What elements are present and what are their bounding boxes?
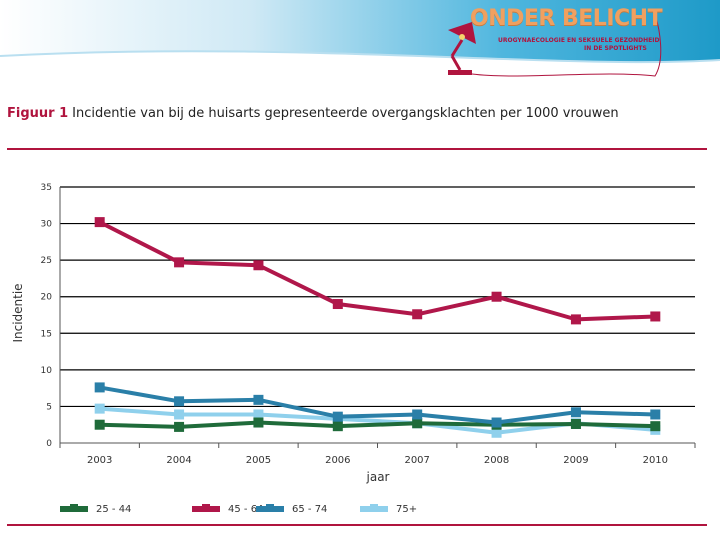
series-layer <box>94 217 661 438</box>
legend-swatch <box>360 504 388 512</box>
y-tick-label: 30 <box>41 220 53 230</box>
legend-label: 65 - 74 <box>292 503 328 515</box>
series-65-74 <box>94 382 661 428</box>
data-point <box>491 427 502 438</box>
data-point <box>412 409 423 420</box>
x-axis-label: jaar <box>366 470 390 484</box>
data-point <box>174 257 185 268</box>
series-line <box>99 385 656 425</box>
legend-label: 45 - 64 <box>228 503 264 515</box>
data-point <box>570 314 581 325</box>
x-tick-label: 2004 <box>166 455 191 466</box>
data-point <box>412 418 423 429</box>
data-point <box>650 409 661 420</box>
data-point <box>253 260 264 271</box>
grid <box>60 186 695 408</box>
lamp-icon <box>448 13 662 77</box>
series-45-64 <box>94 217 661 325</box>
data-point <box>94 217 105 228</box>
data-point <box>570 418 581 429</box>
data-point <box>570 407 581 418</box>
data-point <box>174 421 185 432</box>
data-point <box>332 299 343 310</box>
logo-subtitle: UROGYNAECOLOGIE EN SEKSUELE GEZONDHEID <box>498 37 660 44</box>
y-tick-label: 25 <box>41 256 52 266</box>
legend-item: 65 - 74 <box>256 502 327 516</box>
data-point <box>174 409 185 420</box>
data-point <box>650 311 661 322</box>
data-point <box>332 411 343 422</box>
data-point <box>253 394 264 405</box>
legend-swatch <box>192 504 220 512</box>
legend-label: 25 - 44 <box>96 503 132 515</box>
x-tick-label: 2005 <box>246 455 271 466</box>
header-banner <box>0 0 720 77</box>
x-tick-label: 2009 <box>563 455 588 466</box>
data-point <box>174 396 185 407</box>
legend-swatch <box>60 504 88 512</box>
data-point <box>491 417 502 428</box>
data-point <box>94 382 105 393</box>
x-tick-label: 2010 <box>643 455 668 466</box>
data-point <box>94 403 105 414</box>
divider-bottom <box>7 524 707 526</box>
y-tick-label: 10 <box>41 366 53 376</box>
figure-title: Figuur 1 Incidentie van bij de huisarts g… <box>7 106 619 121</box>
axes: 0 5 10 15 20 25 30 35 2003 2004 2005 2006 2007 2008 20… <box>41 183 696 466</box>
y-axis-label: Incidentie <box>11 283 25 342</box>
line-chart: 0 5 10 15 20 25 30 35 2003 2004 2005 2006 2007 2008 20… <box>11 183 696 484</box>
data-point <box>332 421 343 432</box>
y-tick-label: 5 <box>46 402 52 412</box>
data-point <box>253 409 264 420</box>
series-line <box>98 220 656 322</box>
figure-title-text: Incidentie van bij de huisarts gepresent… <box>72 106 619 121</box>
divider-top <box>7 148 707 150</box>
data-point <box>491 291 502 302</box>
x-tick-label: 2007 <box>404 455 429 466</box>
y-tick-label: 20 <box>41 293 53 303</box>
y-tick-label: 15 <box>41 329 52 339</box>
x-tick-label: 2006 <box>325 455 350 466</box>
legend-label: 75+ <box>396 503 418 515</box>
x-tick-label: 2003 <box>87 455 112 466</box>
legend-swatch <box>256 504 284 512</box>
data-point <box>94 419 105 430</box>
y-tick-label: 35 <box>41 183 52 193</box>
logo-subtitle-2: IN DE SPOTLIGHTS <box>584 45 647 52</box>
legend-item: 75+ <box>360 502 417 516</box>
logo-title: ONDER BELICHT <box>470 6 663 31</box>
figure-label: Figuur 1 <box>7 106 69 121</box>
x-tick-label: 2008 <box>484 455 509 466</box>
y-tick-label: 0 <box>46 439 52 449</box>
legend-item: 25 - 44 <box>60 502 131 516</box>
data-point <box>253 417 264 428</box>
data-point <box>650 421 661 432</box>
data-point <box>412 309 423 320</box>
legend: 25 - 44 45 - 64 65 - 74 75+ <box>60 502 480 518</box>
series-line <box>99 420 656 429</box>
legend-item: 45 - 64 <box>192 502 263 516</box>
